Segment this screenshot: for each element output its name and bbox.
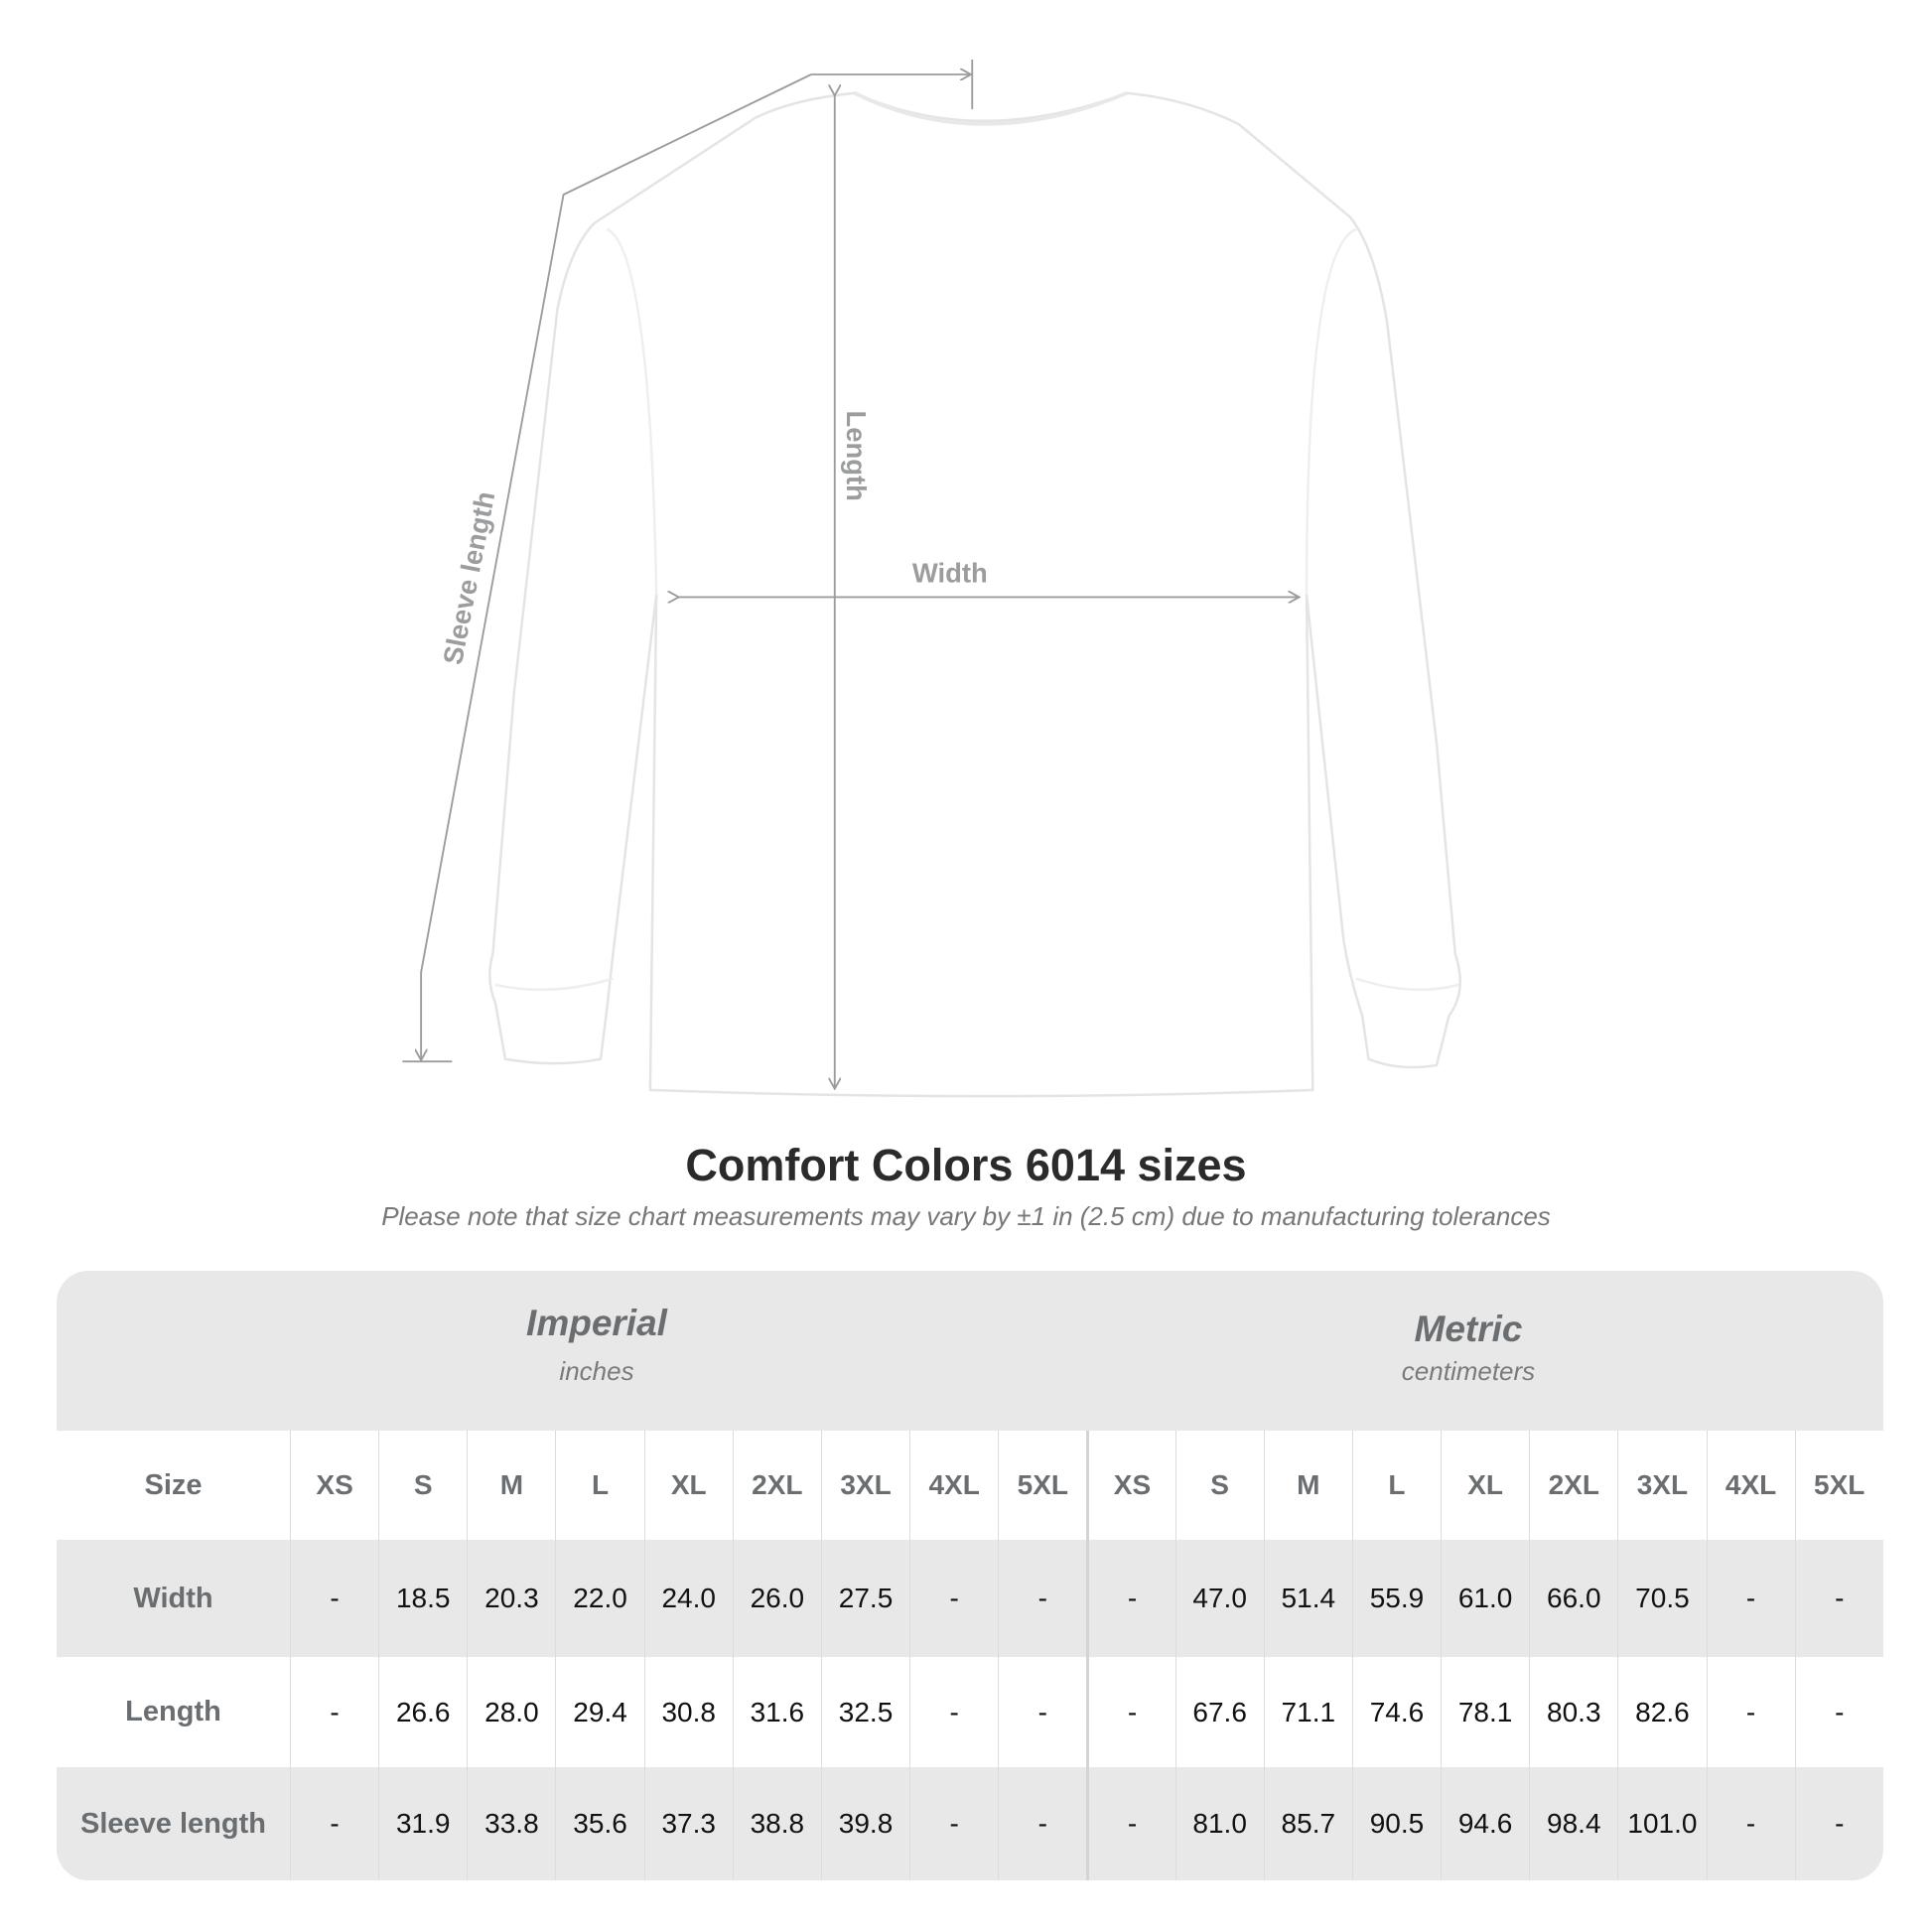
measurement-cell-imperial: 33.8 <box>467 1767 555 1880</box>
measurement-cell-metric: - <box>1706 1540 1795 1657</box>
measurement-cell-imperial: 20.3 <box>467 1540 555 1657</box>
measurement-cell-imperial: 38.8 <box>732 1767 821 1880</box>
measurement-cell-metric: 71.1 <box>1263 1657 1352 1767</box>
metric-unit: centimeters <box>1401 1356 1536 1386</box>
measurement-cell-imperial: 31.9 <box>378 1767 467 1880</box>
measurement-cell-metric: 82.6 <box>1617 1657 1706 1767</box>
measurement-cell-imperial: 27.5 <box>820 1540 909 1657</box>
measurement-cell-metric: 98.4 <box>1529 1767 1617 1880</box>
table-row: Sleeve length -31.9 33.8 35.6 37.3 38.8 39.8- -… <box>57 1767 1883 1880</box>
measurement-cell-metric: - <box>1086 1657 1174 1767</box>
measurement-cell-imperial: - <box>998 1767 1086 1880</box>
measurement-cell-imperial: 39.8 <box>820 1767 909 1880</box>
unit-system-header <box>57 1271 1883 1431</box>
size-header-metric: XL <box>1441 1431 1529 1540</box>
measurement-cell-metric: 61.0 <box>1441 1540 1529 1657</box>
measurement-cell-imperial: 37.3 <box>643 1767 733 1880</box>
shirt-measurement-diagram: Length Width Sleeve length <box>402 60 1461 1098</box>
measurement-cell-imperial: 26.6 <box>378 1657 467 1767</box>
measurement-cell-metric: - <box>1794 1657 1883 1767</box>
measurement-cell-imperial: - <box>909 1540 998 1657</box>
sleeve-length-dimension-line <box>402 60 974 1063</box>
size-header-metric: 2XL <box>1529 1431 1617 1540</box>
measurement-cell-metric: 47.0 <box>1174 1540 1264 1657</box>
measurement-cell-metric: 80.3 <box>1529 1657 1617 1767</box>
measurement-cell-imperial: 18.5 <box>378 1540 467 1657</box>
table-row: Length -26.6 28.0 29.4 30.8 31.6 32.5- - -67.6 71… <box>57 1657 1883 1767</box>
measurement-cell-imperial: 24.0 <box>643 1540 733 1657</box>
size-header-imperial: XS <box>290 1431 378 1540</box>
measurement-cell-imperial: - <box>290 1657 378 1767</box>
measurement-cell-metric: - <box>1794 1540 1883 1657</box>
measurement-cell-metric: - <box>1706 1657 1795 1767</box>
row-label: Length <box>125 1696 221 1727</box>
width-label: Width <box>912 557 988 588</box>
size-header-imperial: S <box>378 1431 467 1540</box>
size-header-metric: 3XL <box>1617 1431 1706 1540</box>
measurement-cell-metric: 81.0 <box>1174 1767 1264 1880</box>
measurement-cell-imperial: 26.0 <box>732 1540 821 1657</box>
measurement-cell-metric: 51.4 <box>1263 1540 1352 1657</box>
measurement-cell-imperial: - <box>290 1767 378 1880</box>
size-header-metric: 5XL <box>1794 1431 1883 1540</box>
measurement-cell-metric: - <box>1086 1540 1174 1657</box>
measurement-cell-metric: 70.5 <box>1617 1540 1706 1657</box>
size-header-imperial: XL <box>643 1431 733 1540</box>
size-header-imperial: M <box>467 1431 555 1540</box>
measurement-cell-imperial: - <box>909 1767 998 1880</box>
measurement-cell-metric: 66.0 <box>1529 1540 1617 1657</box>
size-header-metric: XS <box>1086 1431 1174 1540</box>
metric-header: Metric centimeters <box>1022 1309 1883 1387</box>
page-title: Comfort Colors 6014 sizes <box>685 1140 1247 1190</box>
measurement-cell-metric: - <box>1086 1767 1174 1880</box>
size-header-imperial: 2XL <box>732 1431 821 1540</box>
measurement-cell-metric: 55.9 <box>1351 1540 1441 1657</box>
measurement-cell-imperial: 29.4 <box>555 1657 643 1767</box>
size-header-imperial: 3XL <box>820 1431 909 1540</box>
size-header-imperial: 5XL <box>998 1431 1086 1540</box>
measurement-cell-metric: 67.6 <box>1174 1657 1264 1767</box>
size-header-metric: M <box>1263 1431 1352 1540</box>
row-label: Width <box>133 1582 213 1614</box>
measurement-cell-imperial: - <box>998 1540 1086 1657</box>
measurement-cell-metric: 94.6 <box>1441 1767 1529 1880</box>
tolerance-note: Please note that size chart measurements… <box>381 1201 1551 1231</box>
table-row: Width -18.5 20.3 22.0 24.0 26.0 27.5- - -47.0 51.… <box>57 1540 1883 1657</box>
imperial-header: Imperial inches <box>150 1303 1043 1387</box>
size-header-metric: S <box>1174 1431 1264 1540</box>
measurement-cell-imperial: - <box>909 1657 998 1767</box>
measurement-cell-metric: - <box>1706 1767 1795 1880</box>
measurement-cell-imperial: 28.0 <box>467 1657 555 1767</box>
measurement-cell-metric: 101.0 <box>1617 1767 1706 1880</box>
size-header-metric: 4XL <box>1706 1431 1795 1540</box>
size-column-label: Size <box>144 1468 203 1501</box>
measurement-cell-imperial: 35.6 <box>555 1767 643 1880</box>
measurement-cell-metric: 74.6 <box>1351 1657 1441 1767</box>
measurement-cell-imperial: 30.8 <box>643 1657 733 1767</box>
size-header-imperial: 4XL <box>909 1431 998 1540</box>
measurement-cell-imperial: 31.6 <box>732 1657 821 1767</box>
measurement-cell-imperial: - <box>290 1540 378 1657</box>
measurement-cell-metric: 85.7 <box>1263 1767 1352 1880</box>
size-header-imperial: L <box>555 1431 643 1540</box>
imperial-title: Imperial <box>526 1303 667 1343</box>
measurement-cell-metric: - <box>1794 1767 1883 1880</box>
measurement-cell-imperial: 32.5 <box>820 1657 909 1767</box>
length-label: Length <box>841 410 872 500</box>
size-chart-table: Imperial inches Metric centimeters Size X… <box>57 1271 1883 1880</box>
imperial-unit: inches <box>559 1356 634 1386</box>
longsleeve-shirt-illustration <box>488 90 1461 1098</box>
row-label: Sleeve length <box>80 1807 266 1840</box>
measurement-cell-imperial: - <box>998 1657 1086 1767</box>
metric-title: Metric <box>1414 1309 1523 1349</box>
size-header-metric: L <box>1351 1431 1441 1540</box>
measurement-cell-metric: 78.1 <box>1441 1657 1529 1767</box>
size-header-row: Size XS S M L XL 2XL 3XL 4XL 5XL XS S M L XL 2XL 3XL 4XL 5… <box>57 1431 1883 1540</box>
measurement-cell-metric: 90.5 <box>1351 1767 1441 1880</box>
sleeve-length-label: Sleeve length <box>437 488 500 667</box>
measurement-cell-imperial: 22.0 <box>555 1540 643 1657</box>
